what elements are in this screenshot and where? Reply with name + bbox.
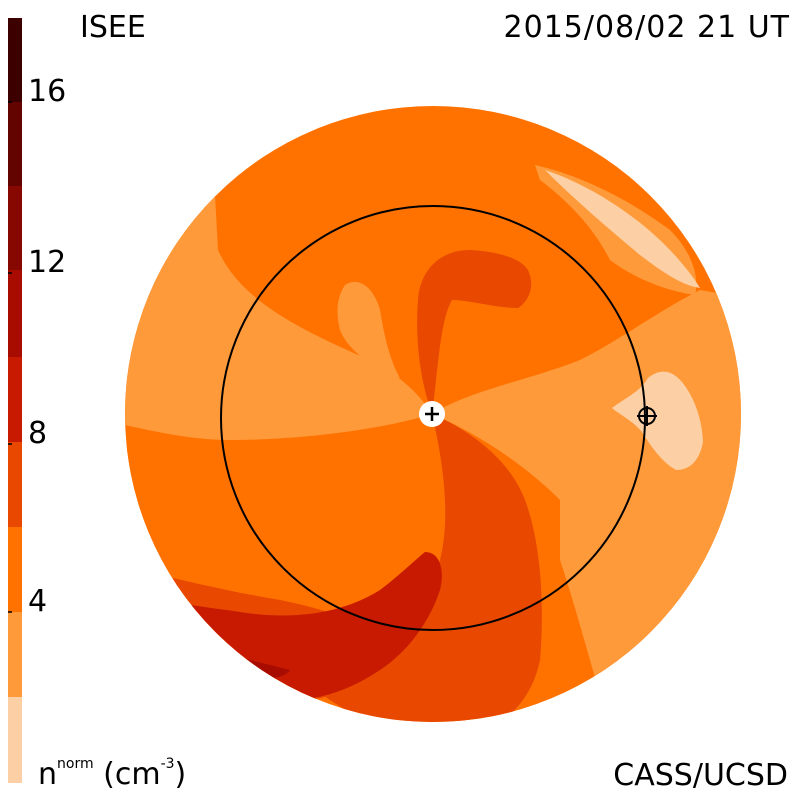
colorbar	[8, 18, 22, 783]
colorbar-segment-5	[8, 357, 22, 443]
colorbar-segment-9	[8, 18, 22, 103]
density-band-southwest	[125, 414, 432, 620]
credit-label: CASS/UCSD	[613, 758, 788, 793]
density-arm-north	[417, 250, 532, 414]
units-paren-close: )	[174, 757, 187, 792]
colorbar-tick-label-4: 4	[28, 584, 48, 619]
colorbar-segment-7	[8, 186, 22, 271]
colorbar-segment-4	[8, 442, 22, 528]
units-paren-open: (cm	[103, 757, 161, 792]
colorbar-segment-2	[8, 612, 22, 698]
density-region-pale-streak	[545, 170, 700, 288]
colorbar-tick-label-8: 8	[28, 416, 48, 451]
colorbar-segment-3	[8, 527, 22, 613]
density-region-pale-patch	[612, 371, 703, 470]
units-paren-sup: -3	[160, 756, 175, 772]
sun-plus-marker	[419, 401, 445, 427]
units-base: n	[38, 757, 58, 792]
units-sup: norm	[57, 756, 94, 772]
colorbar-segment-6	[8, 270, 22, 358]
units-label: nnorm (cm-3)	[38, 756, 186, 792]
colorbar-tick-label-12: 12	[28, 245, 67, 280]
brand-label: ISEE	[80, 10, 146, 45]
timestamp-label: 2015/08/02 21 UT	[503, 10, 790, 45]
earth-marker	[637, 406, 657, 426]
colorbar-segment-8	[8, 102, 22, 187]
density-region-north-lobe	[337, 281, 400, 378]
earth-orbit-circle	[220, 205, 646, 631]
colorbar-segment-1	[8, 697, 22, 783]
colorbar-tick-label-16: 16	[28, 74, 67, 109]
density-region-west	[125, 195, 432, 440]
